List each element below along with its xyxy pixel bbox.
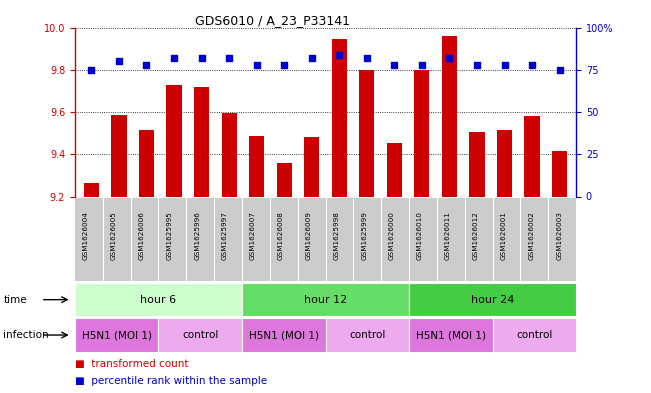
Bar — [387, 143, 402, 196]
Point — [555, 66, 565, 73]
Point — [444, 55, 454, 61]
Text: hour 24: hour 24 — [471, 295, 514, 305]
Point — [114, 58, 124, 64]
Bar — [469, 132, 484, 196]
Text: H5N1 (MOI 1): H5N1 (MOI 1) — [249, 330, 319, 340]
Text: GSM1626010: GSM1626010 — [417, 211, 423, 260]
Bar — [84, 183, 99, 196]
Text: hour 12: hour 12 — [304, 295, 347, 305]
Point — [472, 62, 482, 68]
Text: time: time — [3, 295, 27, 305]
Point — [499, 62, 510, 68]
Bar — [277, 163, 292, 196]
Text: GSM1626005: GSM1626005 — [111, 211, 117, 260]
Bar — [194, 87, 209, 196]
Bar — [139, 130, 154, 196]
Text: GSM1626004: GSM1626004 — [83, 211, 89, 260]
Bar — [525, 116, 540, 196]
Point — [307, 55, 317, 61]
Text: GSM1625995: GSM1625995 — [167, 211, 173, 260]
Text: hour 6: hour 6 — [141, 295, 176, 305]
Text: GDS6010 / A_23_P33141: GDS6010 / A_23_P33141 — [195, 14, 350, 27]
Text: GSM1626000: GSM1626000 — [389, 211, 395, 260]
Text: GSM1626008: GSM1626008 — [278, 211, 284, 260]
Text: control: control — [349, 330, 385, 340]
Text: GSM1626007: GSM1626007 — [250, 211, 256, 260]
Bar — [442, 36, 457, 197]
Point — [224, 55, 234, 61]
Text: GSM1626011: GSM1626011 — [445, 211, 450, 260]
Text: ■  transformed count: ■ transformed count — [75, 358, 188, 369]
Text: GSM1626001: GSM1626001 — [501, 211, 506, 260]
Bar — [552, 151, 567, 196]
Bar — [221, 113, 237, 196]
Point — [389, 62, 400, 68]
Point — [251, 62, 262, 68]
Bar — [304, 138, 319, 196]
Point — [527, 62, 537, 68]
Text: GSM1626003: GSM1626003 — [556, 211, 562, 260]
Text: GSM1626002: GSM1626002 — [529, 211, 534, 260]
Point — [334, 51, 344, 58]
Point — [169, 55, 179, 61]
Point — [141, 62, 152, 68]
Bar — [497, 130, 512, 196]
Text: GSM1625997: GSM1625997 — [222, 211, 228, 260]
Bar — [249, 136, 264, 196]
Text: GSM1625998: GSM1625998 — [333, 211, 339, 260]
Text: H5N1 (MOI 1): H5N1 (MOI 1) — [81, 330, 152, 340]
Text: GSM1626012: GSM1626012 — [473, 211, 478, 260]
Text: GSM1626006: GSM1626006 — [139, 211, 145, 260]
Bar — [414, 70, 430, 196]
Text: infection: infection — [3, 330, 49, 340]
Text: GSM1626009: GSM1626009 — [305, 211, 312, 260]
Bar — [359, 70, 374, 196]
Bar — [111, 115, 126, 196]
Text: control: control — [516, 330, 553, 340]
Point — [361, 55, 372, 61]
Text: control: control — [182, 330, 218, 340]
Bar — [332, 39, 347, 197]
Point — [417, 62, 427, 68]
Point — [197, 55, 207, 61]
Point — [86, 66, 96, 73]
Bar — [167, 84, 182, 196]
Text: H5N1 (MOI 1): H5N1 (MOI 1) — [416, 330, 486, 340]
Point — [279, 62, 290, 68]
Text: ■  percentile rank within the sample: ■ percentile rank within the sample — [75, 376, 267, 386]
Text: GSM1625996: GSM1625996 — [194, 211, 201, 260]
Text: GSM1625999: GSM1625999 — [361, 211, 367, 260]
